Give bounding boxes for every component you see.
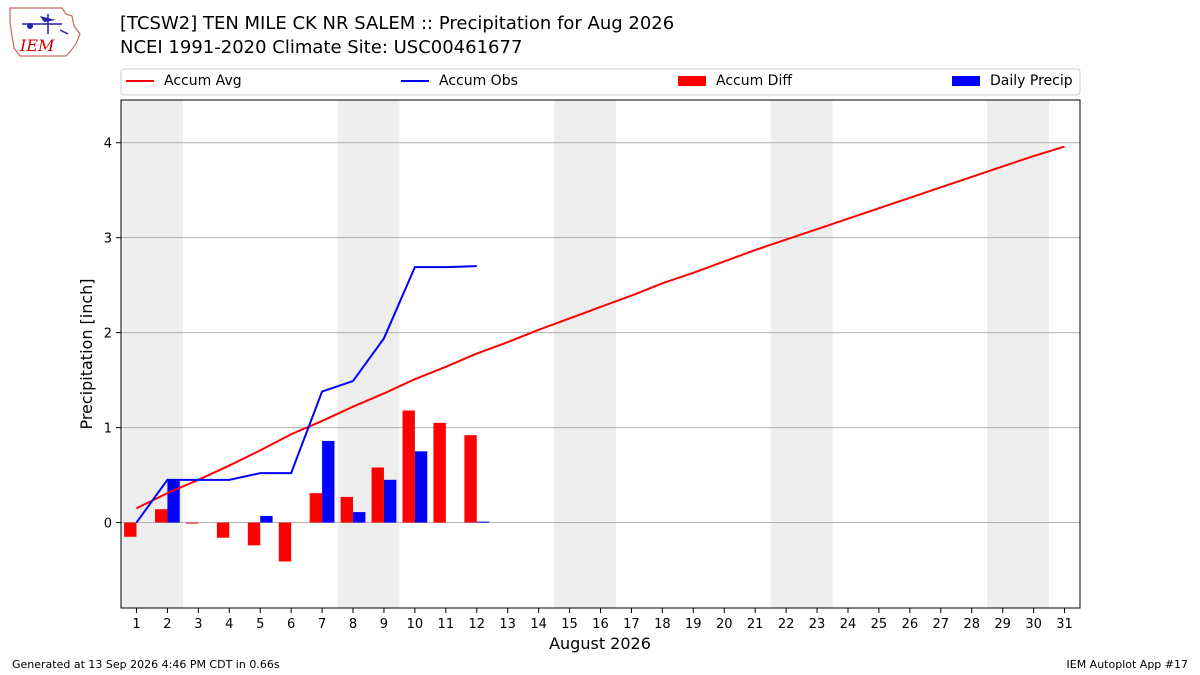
x-tick-label-30: 30 — [1025, 617, 1042, 632]
diff-bar-8 — [340, 496, 354, 523]
bars — [124, 410, 490, 562]
diff-bar-4 — [216, 522, 230, 538]
legend-label-daily: Daily Precip — [990, 73, 1073, 89]
diff-bar-6 — [278, 522, 292, 562]
daily-bar-12 — [476, 521, 490, 523]
x-tick-label-3: 3 — [194, 617, 202, 632]
legend-box — [120, 68, 1081, 96]
legend-swatch-obs — [401, 80, 429, 82]
x-tick-label-4: 4 — [225, 617, 233, 632]
x-tick-label-25: 25 — [871, 617, 888, 632]
y-tick-label-3: 3 — [104, 232, 112, 247]
chart-subtitle: NCEI 1991-2020 Climate Site: USC00461677 — [120, 37, 523, 58]
y-tick-label-1: 1 — [104, 422, 112, 437]
x-tick-label-20: 20 — [716, 617, 733, 632]
footer-generated: Generated at 13 Sep 2026 4:46 PM CDT in … — [12, 658, 280, 671]
diff-bar-3 — [185, 522, 199, 524]
x-tick-label-14: 14 — [530, 617, 547, 632]
x-tick-label-31: 31 — [1056, 617, 1073, 632]
daily-bar-9 — [383, 479, 397, 523]
legend-label-obs: Accum Obs — [439, 73, 518, 89]
legend-swatch-diff — [678, 76, 706, 86]
x-tick-label-13: 13 — [499, 617, 516, 632]
footer-app: IEM Autoplot App #17 — [1066, 658, 1189, 671]
x-tick-label-9: 9 — [380, 617, 388, 632]
x-tick-label-19: 19 — [685, 617, 702, 632]
diff-bar-11 — [433, 422, 446, 523]
weekend-bands — [121, 100, 1050, 608]
x-tick-label-22: 22 — [778, 617, 795, 632]
legend-accum-diff: Accum Diff — [678, 73, 792, 89]
diff-bar-10 — [402, 410, 415, 523]
diff-bar-12 — [464, 435, 477, 523]
x-axis-ticks: 1 2 3 4 5 6 7 8 9 10 11 12 13 14 15 16 17 18 19 20 21 22 23 24 2… — [132, 608, 1073, 632]
x-axis-label: August 2026 — [549, 634, 651, 653]
daily-bar-8 — [353, 512, 366, 523]
x-tick-label-12: 12 — [468, 617, 485, 632]
x-tick-label-23: 23 — [809, 617, 826, 632]
legend-accum-obs: Accum Obs — [401, 73, 518, 89]
lines — [135, 145, 1065, 524]
y-tick-label-0: 0 — [104, 517, 112, 532]
daily-bar-7 — [322, 440, 335, 523]
x-tick-label-1: 1 — [132, 617, 140, 632]
logo-text: IEM — [19, 36, 55, 55]
y-axis-label: Precipitation [inch] — [77, 278, 96, 429]
x-tick-label-10: 10 — [407, 617, 424, 632]
diff-bar-1 — [124, 522, 137, 537]
x-tick-label-29: 29 — [994, 617, 1011, 632]
legend-swatch-avg — [126, 80, 154, 82]
daily-bar-10 — [414, 451, 428, 523]
diff-bar-7 — [309, 493, 323, 523]
legend-label-diff: Accum Diff — [716, 73, 793, 89]
x-tick-label-21: 21 — [747, 617, 764, 632]
x-tick-label-6: 6 — [287, 617, 295, 632]
x-tick-label-16: 16 — [592, 617, 609, 632]
weekend-band-2 — [554, 100, 616, 608]
diff-bar-5 — [247, 522, 261, 546]
accum-obs-line — [135, 265, 477, 524]
x-tick-label-8: 8 — [349, 617, 357, 632]
y-tick-label-2: 2 — [104, 327, 112, 342]
x-tick-label-27: 27 — [933, 617, 950, 632]
weekend-band-3 — [770, 100, 833, 608]
y-tick-label-4: 4 — [104, 137, 112, 152]
chart-title: [TCSW2] TEN MILE CK NR SALEM :: Precipit… — [120, 13, 675, 34]
x-tick-label-11: 11 — [438, 617, 455, 632]
x-tick-label-18: 18 — [654, 617, 671, 632]
diff-bar-2 — [155, 509, 168, 523]
x-tick-label-26: 26 — [902, 617, 919, 632]
weekend-band-1 — [337, 100, 400, 608]
daily-bar-5 — [260, 515, 273, 523]
x-tick-label-15: 15 — [561, 617, 578, 632]
iem-logo: IEM — [9, 7, 81, 57]
x-tick-label-17: 17 — [623, 617, 640, 632]
legend-label-avg: Accum Avg — [164, 73, 242, 89]
x-tick-label-24: 24 — [840, 617, 857, 632]
legend-accum-avg: Accum Avg — [126, 73, 242, 89]
diff-bar-9 — [371, 467, 384, 523]
x-tick-label-28: 28 — [963, 617, 980, 632]
x-tick-label-7: 7 — [318, 617, 326, 632]
accum-avg-line — [136, 145, 1065, 510]
y-axis-ticks: 0 1 2 3 4 — [104, 137, 121, 532]
legend-daily-precip: Daily Precip — [952, 73, 1073, 89]
x-tick-label-5: 5 — [256, 617, 264, 632]
x-tick-label-2: 2 — [163, 617, 171, 632]
weekend-band-4 — [987, 100, 1050, 608]
legend-swatch-daily — [952, 76, 980, 86]
daily-bar-2 — [167, 479, 180, 523]
